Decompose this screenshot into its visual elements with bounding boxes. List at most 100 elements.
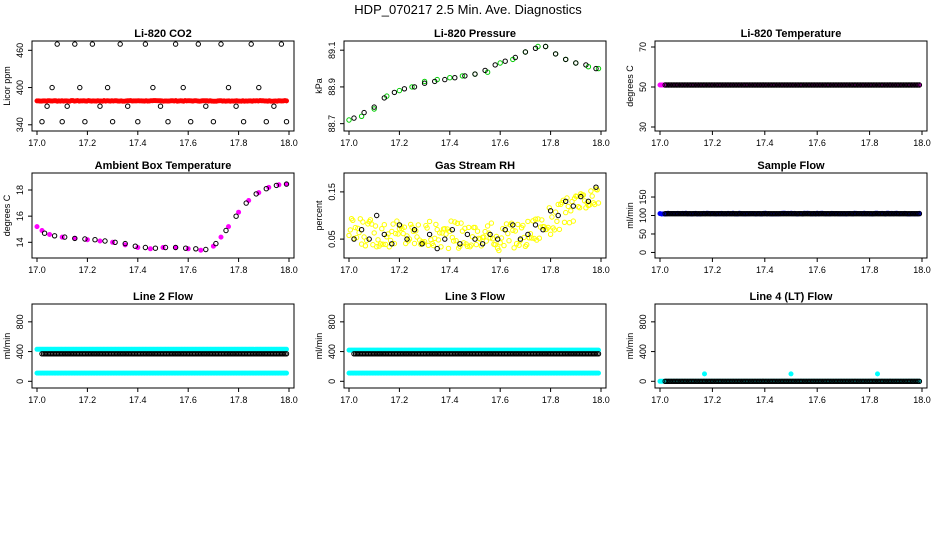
- x-tick-label: 17.8: [230, 138, 248, 148]
- data-point: [408, 221, 414, 228]
- data-point: [273, 182, 280, 189]
- x-tick-label: 18.0: [592, 138, 610, 148]
- data-point: [188, 119, 194, 125]
- data-point: [434, 245, 440, 252]
- data-point: [457, 243, 463, 250]
- data-point: [487, 231, 493, 238]
- plot-frame: [343, 172, 607, 259]
- data-point: [372, 223, 379, 229]
- x-tick-label: 17.4: [756, 138, 774, 148]
- x-tick-label: 17.4: [441, 265, 459, 275]
- data-points: [34, 181, 290, 253]
- x-tick-label: 17.2: [391, 265, 409, 275]
- x-tick-label: 17.8: [861, 138, 879, 148]
- x-tick-label: 18.0: [280, 138, 298, 148]
- chart-title: Li-820 Pressure: [434, 28, 516, 40]
- data-point: [547, 208, 554, 214]
- y-tick-label: 30: [638, 122, 648, 132]
- series-samples: [39, 41, 290, 125]
- data-point: [246, 198, 252, 204]
- chart-panel-9: Line 4 (LT) Flow ml/min 17.0 17.2 17.4 17.6 17…: [625, 291, 931, 405]
- data-point: [445, 245, 452, 252]
- data-point: [401, 86, 408, 92]
- x-tick-label: 17.0: [340, 138, 358, 148]
- data-point: [430, 242, 437, 249]
- data-point: [374, 244, 380, 250]
- data-point: [218, 234, 224, 240]
- series-high: [34, 346, 289, 352]
- data-point: [592, 351, 599, 357]
- data-point: [473, 241, 479, 248]
- data-point: [210, 119, 217, 125]
- data-point: [525, 231, 531, 238]
- x-tick-label: 17.4: [129, 395, 147, 405]
- data-point: [152, 245, 159, 251]
- y-tick-label: 18: [15, 185, 25, 195]
- data-point: [487, 235, 493, 241]
- y-tick-label: 340: [15, 117, 25, 132]
- data-point: [564, 195, 570, 201]
- data-point: [381, 231, 387, 238]
- data-point: [225, 84, 232, 91]
- data-point: [375, 237, 381, 243]
- series-mean: [662, 378, 923, 384]
- data-point: [226, 224, 232, 230]
- x-tick-label: 17.6: [491, 265, 509, 275]
- x-tick-label: 18.0: [280, 265, 298, 275]
- x-tick-label: 17.8: [230, 395, 248, 405]
- data-point: [472, 224, 478, 231]
- data-point: [915, 378, 921, 384]
- data-point: [102, 238, 108, 244]
- y-axis-label: ml/min: [625, 202, 635, 229]
- x-tick-label: 17.0: [28, 265, 46, 275]
- data-point: [415, 222, 421, 228]
- data-point: [104, 84, 111, 91]
- x-tick-label: 17.6: [808, 265, 826, 275]
- data-point: [510, 222, 516, 228]
- chart-title: Line 4 (LT) Flow: [750, 291, 833, 303]
- y-tick-label: 0: [638, 379, 648, 384]
- y-axis-label: percent: [314, 200, 324, 231]
- data-point: [488, 220, 495, 226]
- data-point: [193, 246, 199, 252]
- data-point: [389, 228, 395, 235]
- data-point: [390, 221, 396, 227]
- x-tick-label: 17.6: [491, 395, 509, 405]
- data-point: [486, 230, 492, 236]
- data-point: [594, 187, 600, 193]
- data-point: [522, 49, 529, 55]
- data-point: [595, 200, 602, 206]
- data-point: [346, 117, 352, 123]
- data-point: [366, 236, 372, 242]
- x-tick-label: 17.8: [542, 265, 560, 275]
- y-tick-label: 0: [15, 379, 25, 384]
- data-point: [82, 236, 88, 242]
- data-point: [497, 240, 503, 246]
- data-point: [411, 84, 418, 90]
- y-tick-label: 800: [15, 314, 25, 329]
- data-point: [479, 241, 486, 247]
- data-point: [452, 75, 458, 81]
- y-tick-label: 14: [15, 237, 25, 247]
- data-point: [542, 43, 549, 50]
- data-point: [371, 104, 377, 110]
- y-tick-label: 400: [638, 344, 648, 359]
- data-point: [125, 103, 131, 109]
- x-tick-label: 17.6: [179, 395, 197, 405]
- data-point: [218, 41, 224, 47]
- plot-frame: [654, 40, 928, 132]
- data-point: [426, 218, 433, 225]
- y-tick-label: 400: [15, 80, 25, 95]
- data-point: [516, 242, 522, 248]
- data-point: [419, 239, 425, 245]
- data-point: [283, 119, 290, 125]
- x-tick-label: 17.6: [491, 138, 509, 148]
- y-axis-label: kPa: [314, 78, 324, 94]
- x-tick-label: 17.2: [704, 265, 722, 275]
- data-point: [233, 213, 239, 219]
- data-point: [501, 242, 507, 249]
- data-point: [532, 222, 539, 228]
- data-point: [585, 198, 592, 205]
- data-point: [593, 184, 599, 190]
- data-point: [401, 224, 408, 230]
